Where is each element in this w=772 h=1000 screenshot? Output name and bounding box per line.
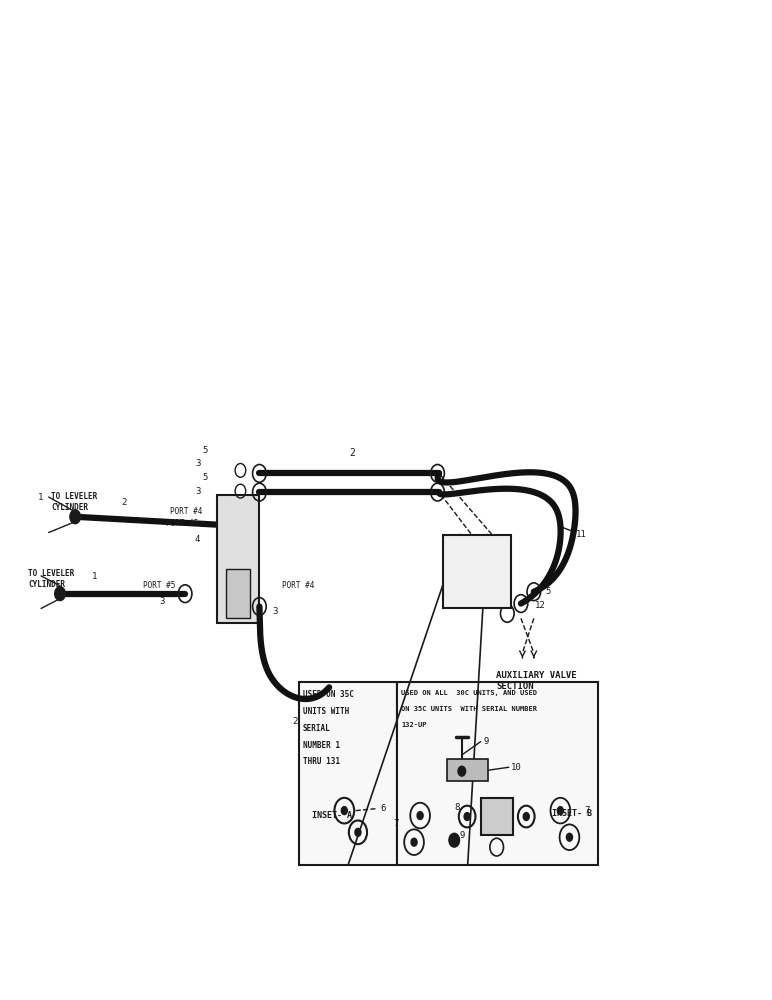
Text: 5: 5 bbox=[202, 473, 208, 482]
Text: 11: 11 bbox=[576, 530, 586, 539]
Text: 9: 9 bbox=[483, 737, 489, 746]
Text: THRU 131: THRU 131 bbox=[303, 757, 340, 766]
Text: AUXILIARY VALVE
SECTION: AUXILIARY VALVE SECTION bbox=[496, 671, 577, 691]
Text: 10: 10 bbox=[511, 763, 522, 772]
Text: 2: 2 bbox=[293, 717, 298, 726]
Text: INSET- A: INSET- A bbox=[313, 811, 353, 820]
Bar bbox=[217, 495, 259, 623]
Text: PORT #4: PORT #4 bbox=[170, 507, 202, 516]
Circle shape bbox=[567, 833, 573, 841]
Text: ON 35C UNITS  WITH SERIAL NUMBER: ON 35C UNITS WITH SERIAL NUMBER bbox=[401, 706, 537, 712]
Circle shape bbox=[449, 833, 459, 847]
Circle shape bbox=[557, 807, 564, 815]
Text: 132-UP: 132-UP bbox=[401, 722, 427, 728]
Text: 4: 4 bbox=[195, 535, 200, 544]
Text: 3: 3 bbox=[195, 459, 200, 468]
Circle shape bbox=[355, 828, 361, 836]
Circle shape bbox=[464, 813, 470, 820]
Text: 12: 12 bbox=[534, 601, 545, 610]
Bar bbox=[398, 682, 598, 865]
Circle shape bbox=[341, 807, 347, 815]
Text: 6: 6 bbox=[381, 804, 386, 813]
Text: SEE
INSETS
A & B: SEE INSETS A & B bbox=[459, 552, 496, 591]
Text: SERIAL: SERIAL bbox=[303, 724, 330, 733]
Text: 8: 8 bbox=[454, 803, 459, 812]
Text: 9: 9 bbox=[459, 831, 465, 840]
Text: 7: 7 bbox=[584, 806, 590, 815]
Text: 2: 2 bbox=[349, 448, 355, 458]
Circle shape bbox=[523, 813, 530, 820]
Text: 1: 1 bbox=[91, 572, 96, 581]
Circle shape bbox=[70, 510, 80, 524]
Circle shape bbox=[411, 838, 417, 846]
Text: TO LEVELER
CYLINDER: TO LEVELER CYLINDER bbox=[51, 492, 97, 512]
Circle shape bbox=[458, 766, 466, 776]
Bar bbox=[443, 535, 511, 608]
Text: NUMBER 1: NUMBER 1 bbox=[303, 741, 340, 750]
Text: USED ON 35C: USED ON 35C bbox=[303, 690, 354, 699]
Text: 3: 3 bbox=[195, 487, 200, 496]
Text: TO LEVELER
CYLINDER: TO LEVELER CYLINDER bbox=[28, 569, 74, 589]
Text: 7: 7 bbox=[394, 819, 399, 828]
Text: 5: 5 bbox=[545, 587, 550, 596]
Bar bbox=[447, 759, 489, 781]
Circle shape bbox=[55, 587, 66, 601]
Text: 1: 1 bbox=[38, 493, 43, 502]
Bar bbox=[481, 798, 513, 835]
Bar bbox=[299, 682, 398, 865]
Text: 5: 5 bbox=[202, 446, 208, 455]
Text: 3: 3 bbox=[160, 597, 165, 606]
Text: UNITS WITH: UNITS WITH bbox=[303, 707, 349, 716]
Text: USED ON ALL  30C UNITS, AND USED: USED ON ALL 30C UNITS, AND USED bbox=[401, 690, 537, 696]
Text: 3: 3 bbox=[272, 607, 277, 616]
Text: PORT #5: PORT #5 bbox=[144, 581, 176, 590]
Text: PORT #5: PORT #5 bbox=[166, 519, 198, 528]
Text: PORT #4: PORT #4 bbox=[282, 581, 314, 590]
Circle shape bbox=[417, 812, 423, 820]
Text: 2: 2 bbox=[122, 498, 127, 507]
Text: INSET- B: INSET- B bbox=[552, 809, 592, 818]
Bar bbox=[226, 569, 250, 618]
